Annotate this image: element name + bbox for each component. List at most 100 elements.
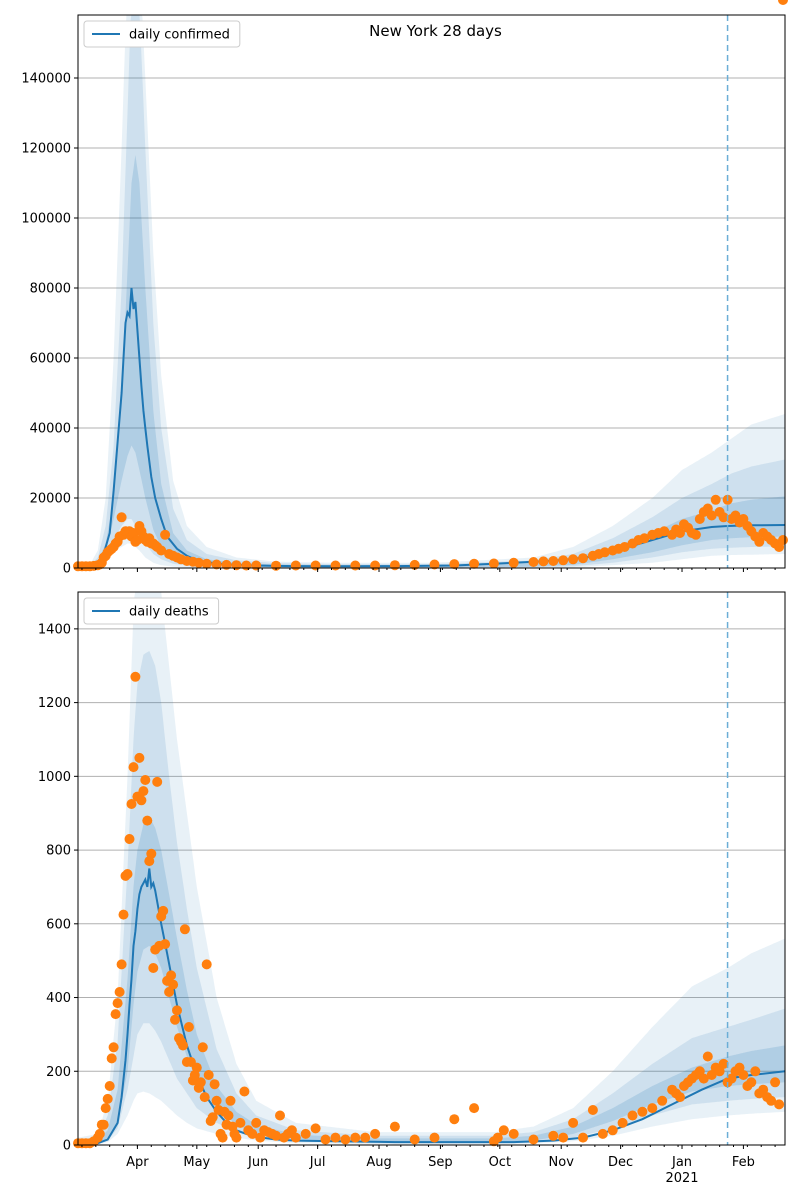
observed-point [209, 1079, 220, 1090]
observed-point [758, 1084, 769, 1095]
observed-point [124, 834, 135, 844]
observed-point [241, 560, 252, 571]
observed-point [558, 555, 569, 566]
observed-point [675, 1092, 685, 1103]
observed-point [160, 939, 171, 950]
observed-point [627, 1110, 638, 1121]
observed-point [498, 1125, 509, 1136]
observed-point [568, 554, 579, 565]
observed-point [746, 1077, 757, 1088]
observed-point [754, 536, 765, 547]
y-tick-label: 0 [63, 1139, 71, 1154]
observed-point [488, 558, 499, 569]
observed-point [191, 1062, 202, 1073]
x-tick-label: Oct [489, 1155, 511, 1170]
deaths-panel: 0 200 400 600 800 1000 1200 1400 Apr May Jun Jul Aug… [38, 0, 788, 1186]
observed-point [300, 1128, 311, 1139]
x-tick-label: Nov [549, 1155, 575, 1170]
observed-point [235, 1117, 246, 1128]
legend-label: daily deaths [129, 605, 209, 620]
observed-point [178, 1040, 188, 1051]
observed-point [360, 1132, 371, 1143]
y-tick-label: 60000 [30, 352, 71, 367]
y-tick-label: 200 [46, 1065, 71, 1080]
observed-point [122, 869, 133, 879]
observed-point [290, 560, 301, 571]
observed-point [718, 512, 729, 523]
observed-point [102, 1093, 113, 1104]
observed-point [469, 558, 480, 569]
observed-point [211, 1095, 222, 1106]
observed-point [183, 1022, 194, 1032]
observed-point [578, 553, 588, 564]
observed-point [710, 494, 721, 505]
observed-point [429, 1132, 440, 1143]
observed-point [770, 1077, 781, 1088]
observed-point [290, 1132, 301, 1143]
observed-point [528, 557, 539, 567]
observed-point [128, 762, 139, 773]
observed-point [774, 1099, 785, 1110]
observed-point [156, 545, 167, 556]
observed-point [619, 542, 630, 552]
observed-point [702, 1051, 713, 1062]
observed-point [637, 1106, 648, 1117]
observed-point [558, 1132, 569, 1143]
y-tick-label: 120000 [21, 142, 71, 157]
observed-point [718, 1058, 729, 1069]
observed-point [112, 998, 123, 1009]
observed-point [370, 1128, 381, 1139]
observed-point [350, 1132, 361, 1143]
observed-point [168, 979, 179, 990]
observed-point [247, 1128, 258, 1139]
observed-point [409, 1134, 420, 1145]
observed-point [568, 1117, 579, 1128]
y-tick-label: 1400 [38, 622, 71, 637]
x-tick-label: Aug [366, 1155, 391, 1170]
legend: daily confirmed [83, 20, 241, 48]
band-outer [78, 592, 785, 1145]
x-tick-label: May [183, 1155, 210, 1170]
observed-point [694, 1066, 705, 1077]
band-middle [78, 651, 785, 1145]
observed-point [647, 1103, 658, 1114]
observed-point [193, 557, 204, 568]
y-tick-label: 80000 [30, 282, 71, 297]
observed-point [389, 1121, 400, 1132]
observed-point [231, 1132, 242, 1143]
observed-point [152, 776, 163, 787]
observed-point [211, 559, 222, 570]
observed-point [172, 1005, 182, 1016]
x-tick-label: Jun [247, 1155, 268, 1170]
observed-point [528, 1134, 539, 1145]
x-tick-label: Jan [671, 1155, 692, 1170]
x-tick-label: Sep [428, 1155, 453, 1170]
observed-point [706, 1070, 717, 1080]
observed-point [164, 987, 175, 997]
observed-point [94, 1128, 105, 1139]
observed-point [108, 1042, 119, 1053]
y-tick-label: 1000 [38, 770, 71, 785]
observed-point [310, 560, 321, 571]
observed-point [146, 848, 157, 859]
observed-point [142, 815, 153, 826]
observed-point [657, 1095, 668, 1106]
observed-point [750, 1066, 761, 1077]
grid-lines [78, 628, 785, 1072]
observed-point [100, 1103, 111, 1114]
observed-point [134, 752, 145, 763]
observed-point [106, 1053, 117, 1064]
x-tick-label: Apr [126, 1155, 149, 1170]
observed-point [136, 795, 147, 806]
observed-point [251, 560, 262, 571]
observed-point [116, 959, 127, 970]
observed-point [714, 1066, 725, 1077]
observed-point [698, 1073, 709, 1084]
observed-point [766, 1095, 777, 1106]
y-tick-label: 600 [46, 917, 71, 932]
y-tick-label: 20000 [30, 492, 71, 507]
y-tick-label: 100000 [21, 212, 71, 227]
observed-point [639, 533, 650, 544]
observed-point [320, 1134, 331, 1145]
